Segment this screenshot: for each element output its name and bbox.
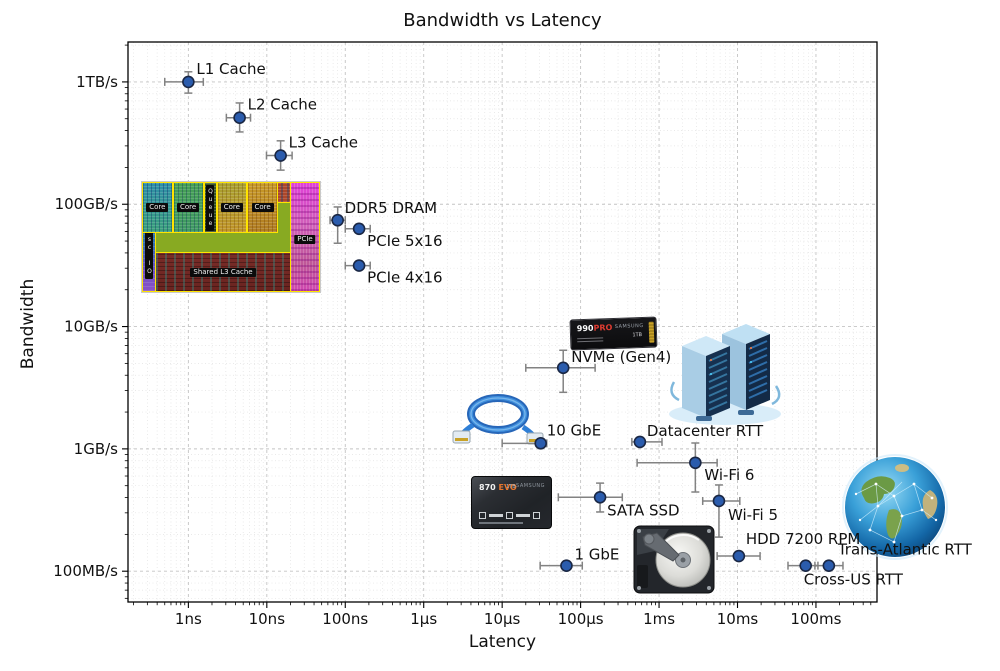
die-label-core: Core [146, 203, 169, 212]
data-point-label: 10 GbE [547, 421, 601, 439]
data-point [534, 437, 548, 450]
data-point-label: L3 Cache [289, 134, 358, 152]
data-point [822, 559, 836, 572]
x-tick-label: 100µs [558, 610, 604, 628]
earth-globe-svg [842, 454, 948, 560]
die-label-misc-io: Misc IO [145, 217, 153, 279]
sata-capacity-text: 1TB [506, 484, 516, 490]
data-point [593, 490, 607, 504]
data-point-label: 1 GbE [574, 546, 619, 564]
server-rack-illustration [666, 322, 784, 426]
earth-globe-photo [842, 454, 948, 560]
sata-ssd-photo: 870 EVO 1TB SAMSUNG [471, 476, 552, 529]
hdd-svg [633, 525, 715, 594]
x-tick-label: 10µs [484, 610, 521, 628]
x-tick-label: 1ns [175, 610, 202, 628]
data-point [556, 361, 570, 375]
sata-model-text: 870 EVO [479, 483, 517, 492]
cpu-die-photo: Memory Controller Misc IO Core Core Queu… [142, 182, 320, 292]
die-core-block: Core [247, 182, 278, 233]
data-point-label: PCIe 4x16 [367, 269, 442, 287]
die-label-queue: Queue [206, 184, 214, 231]
die-label-core: Core [251, 203, 274, 212]
data-point [633, 435, 647, 449]
data-point [331, 213, 344, 227]
die-core-block: Core [142, 182, 173, 233]
y-tick-label: 1GB/s [74, 440, 119, 458]
die-core-block: Core [216, 182, 248, 233]
data-point [182, 75, 195, 89]
data-point-label: Trans-Atlantic RTT [837, 541, 973, 559]
data-point-label: PCIe 5x16 [367, 232, 442, 250]
x-tick-label: 10ms [717, 610, 759, 628]
hdd-photo [633, 525, 715, 594]
data-point-label: SATA SSD [607, 501, 680, 519]
data-point-label: Datacenter RTT [647, 422, 764, 440]
data-point [560, 559, 573, 572]
data-point-label: L2 Cache [248, 96, 317, 114]
die-label-core: Core [177, 203, 200, 212]
ethernet-cable-svg [452, 394, 544, 445]
die-label-core: Core [220, 203, 243, 212]
die-l3-cache-region: Shared L3 Cache [155, 252, 291, 292]
data-point [689, 456, 702, 470]
die-core-region: Core Core Queue Core Core [142, 182, 278, 233]
y-tick-label: 100MB/s [53, 562, 118, 580]
y-tick-label: 1TB/s [76, 73, 118, 91]
ethernet-cable-photo [451, 391, 544, 446]
x-tick-label: 100ms [790, 610, 841, 628]
x-axis-title: Latency [468, 632, 537, 652]
x-tick-label: 100ns [322, 610, 368, 628]
data-point [352, 259, 366, 272]
x-tick-label: 1ms [643, 610, 675, 628]
x-tick-label: 1µs [410, 610, 437, 628]
x-tick-label: 10ns [249, 610, 286, 628]
die-core-block: Core [172, 182, 204, 233]
die-label-pcie: PCIe [294, 235, 316, 244]
data-point [274, 149, 287, 162]
data-point-label: Wi-Fi 6 [704, 466, 754, 484]
server-rack-svg [669, 324, 781, 425]
data-point-label: DDR5 DRAM [345, 199, 437, 217]
data-point-label: NVMe (Gen4) [571, 348, 671, 366]
die-label-l3: Shared L3 Cache [190, 267, 256, 277]
data-point [799, 559, 812, 572]
data-point-label: HDD 7200 RPM [746, 530, 861, 548]
sata-brand-text: SAMSUNG [516, 483, 545, 489]
data-point [352, 222, 366, 236]
data-point-label: Wi-Fi 5 [728, 506, 778, 524]
data-point [732, 549, 746, 563]
data-point-label: Cross-US RTT [804, 571, 904, 589]
die-queue-block: Queue [203, 182, 217, 233]
data-point-label: L1 Cache [196, 60, 265, 78]
sata-serial-strip [479, 522, 523, 524]
data-point [233, 111, 246, 124]
data-point [712, 494, 726, 508]
chart-title: Bandwidth vs Latency [403, 10, 602, 31]
y-tick-label: 100GB/s [55, 195, 119, 213]
y-tick-label: 10GB/s [64, 318, 118, 336]
sata-cert-marks [479, 512, 540, 519]
die-pcie-region: PCIe [290, 182, 320, 292]
